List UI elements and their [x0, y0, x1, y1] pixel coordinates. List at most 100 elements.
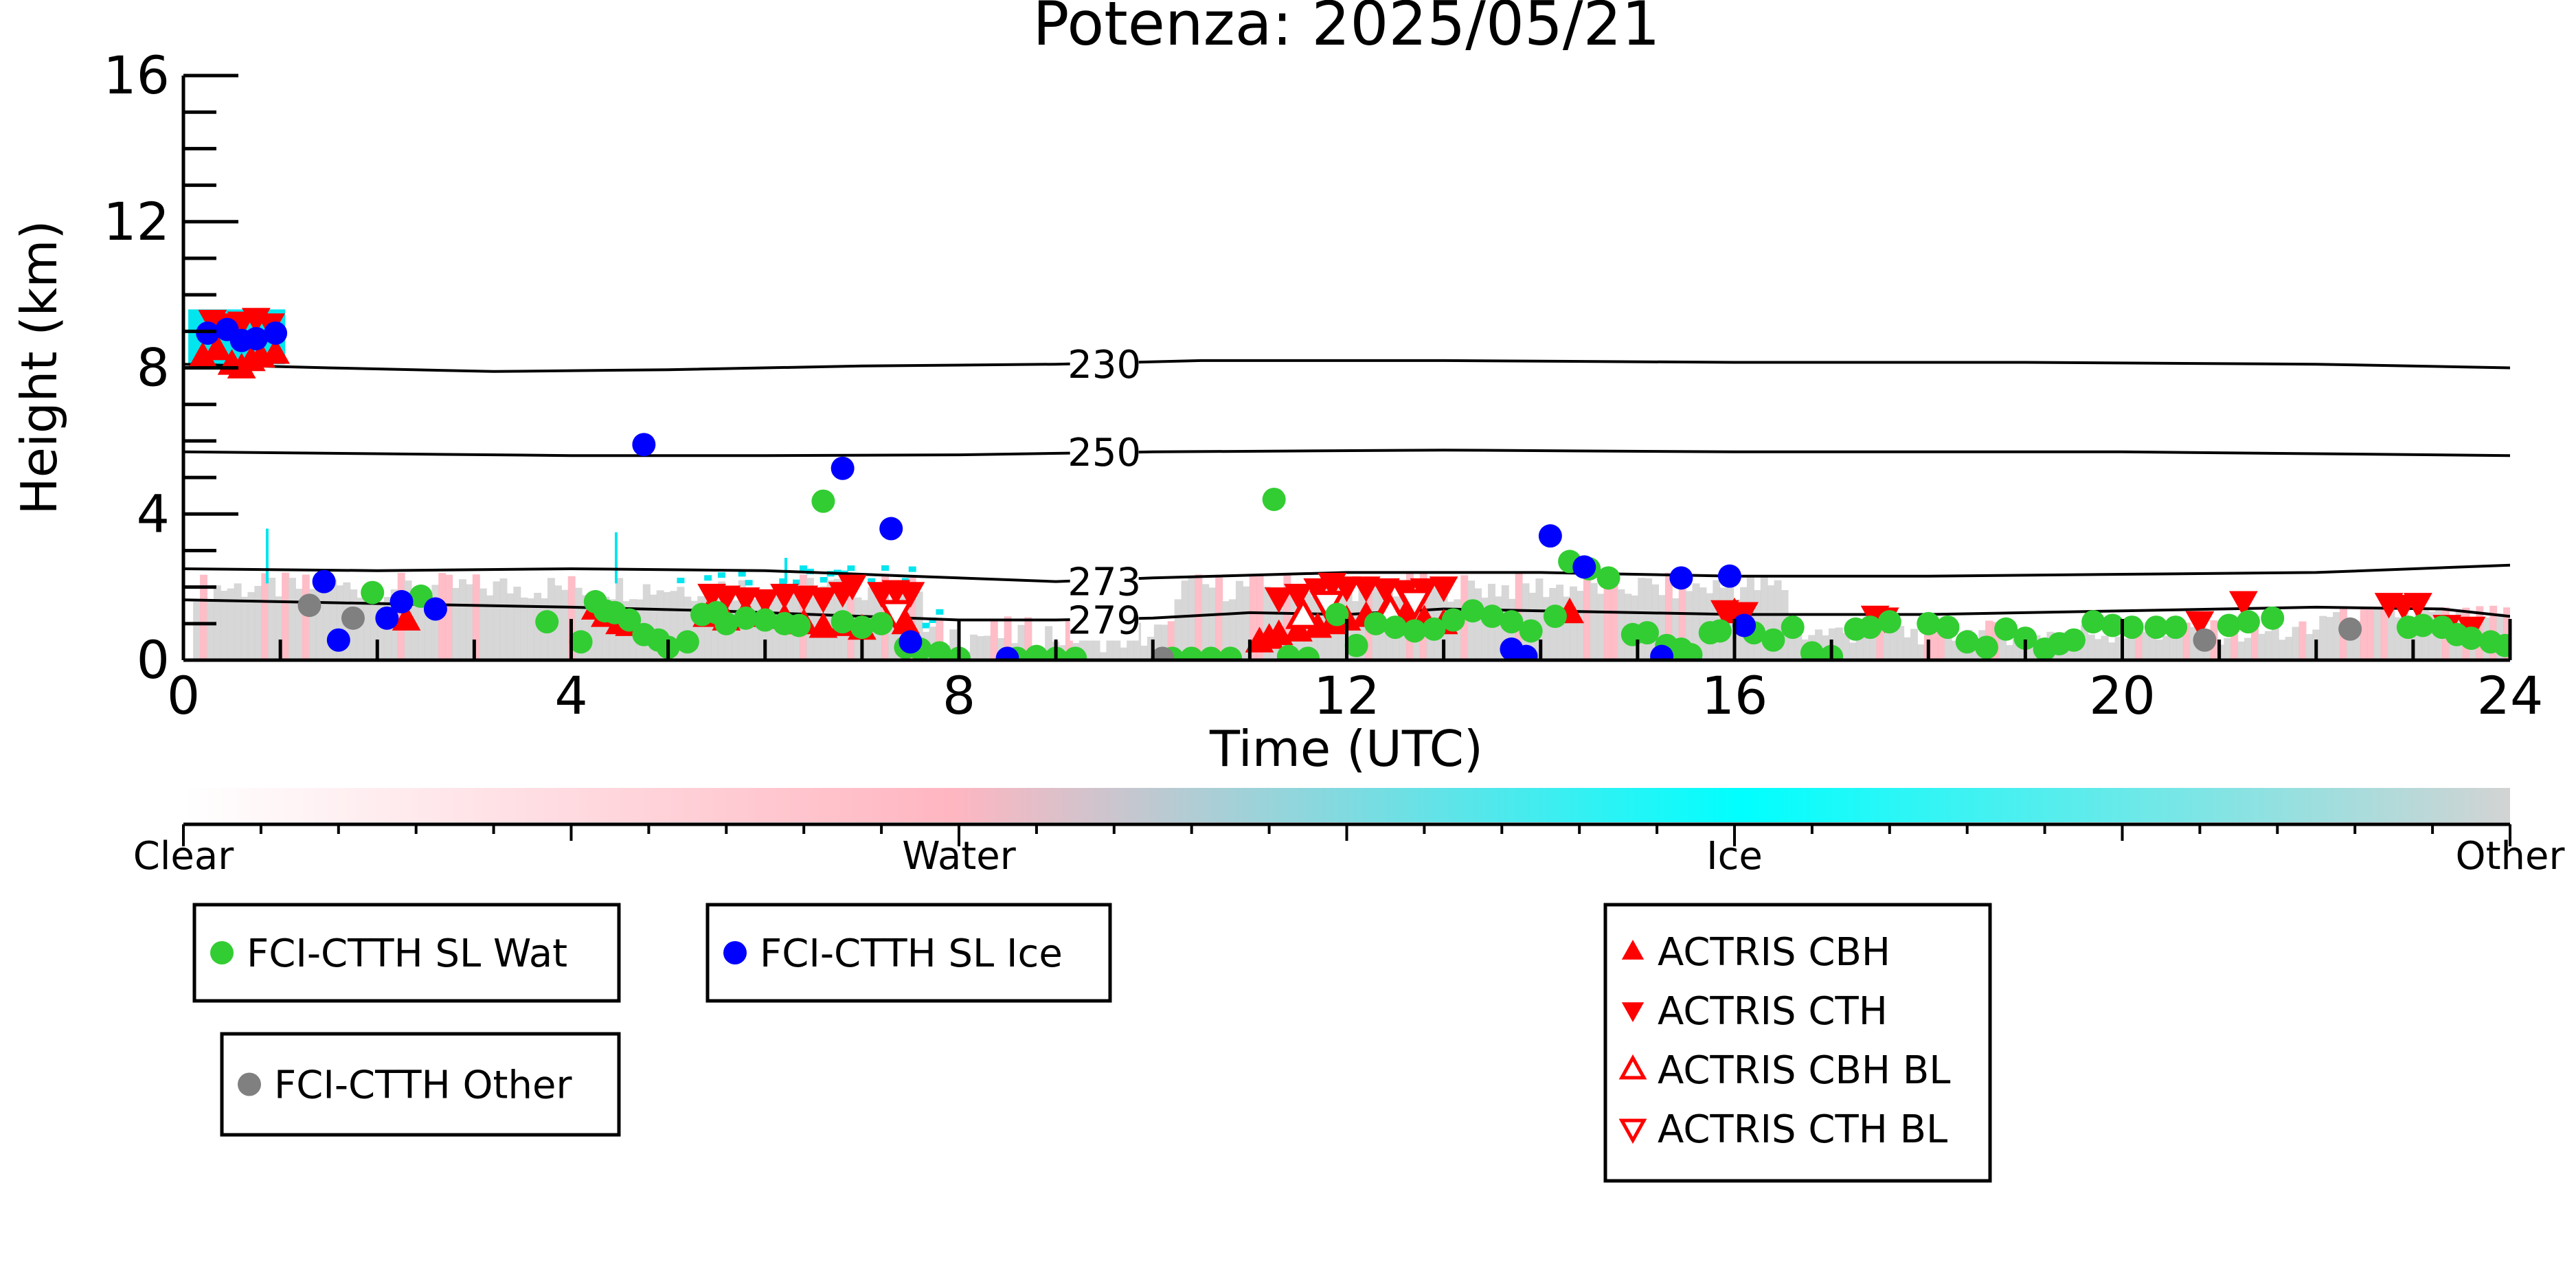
mask-column — [642, 584, 651, 660]
mask-column — [2128, 636, 2136, 660]
mask-column — [2346, 622, 2354, 660]
mask-column — [1351, 600, 1359, 660]
marker-point — [1179, 646, 1204, 660]
mask-column — [506, 593, 515, 660]
mask-column — [2278, 640, 2286, 660]
mask-column — [302, 574, 310, 660]
mask-column — [227, 588, 235, 660]
marker-point — [1710, 600, 1739, 626]
mask-column — [1127, 623, 1135, 660]
mask-column — [234, 583, 242, 660]
mask-column — [1120, 647, 1128, 660]
marker-point — [1422, 617, 1446, 641]
marker-point — [1383, 615, 1408, 640]
marker-point — [1936, 615, 1960, 640]
mask-column — [936, 618, 944, 660]
mask-column — [656, 590, 664, 660]
mask-column — [1930, 620, 1939, 660]
mask-column — [425, 596, 433, 660]
mask-column — [2162, 635, 2171, 660]
marker-point — [1572, 555, 1596, 579]
mask-column — [206, 600, 214, 660]
mask-column — [2305, 634, 2314, 660]
marker-point — [750, 589, 780, 615]
legend-label: FCI-CTTH Other — [274, 1063, 572, 1108]
legend-label: ACTRIS CBH BL — [1658, 1048, 1950, 1093]
marker-point — [1974, 635, 1998, 659]
mask-column — [2012, 639, 2020, 660]
mask-column — [970, 634, 978, 660]
marker-point — [1024, 644, 1048, 660]
marker-point — [1877, 610, 1901, 634]
mask-column — [329, 579, 337, 660]
contour-line — [183, 359, 2510, 373]
colorbar-label: Other — [2455, 834, 2565, 879]
marker-point — [2404, 593, 2432, 619]
marker-point — [734, 606, 758, 630]
mask-column — [2087, 634, 2095, 660]
ice-fleck — [936, 609, 944, 615]
marker-point — [632, 433, 656, 457]
marker-point — [2164, 615, 2188, 640]
y-tick-label: 16 — [103, 45, 170, 106]
marker-point — [203, 334, 232, 361]
ice-fleck — [677, 578, 685, 584]
mask-column — [595, 596, 603, 660]
ice-fleck — [793, 579, 801, 585]
contour-line — [183, 449, 2510, 457]
mask-column — [1188, 577, 1196, 660]
mask-column — [1658, 595, 1666, 660]
marker-point — [1285, 597, 1322, 629]
mask-column — [826, 580, 835, 660]
mask-column — [2156, 640, 2164, 660]
marker-point — [811, 489, 835, 513]
mask-column — [1269, 594, 1278, 660]
mask-column — [561, 589, 569, 660]
mask-column — [465, 584, 473, 660]
mask-column — [602, 596, 610, 660]
marker-point — [1679, 643, 1703, 660]
mask-column — [1645, 578, 1653, 660]
marker-point — [2120, 615, 2144, 640]
mask-column — [1685, 591, 1693, 660]
colorbar-labels: Clear Water Ice Other — [133, 834, 2566, 879]
y-axis-label: Height (km) — [10, 221, 68, 515]
mask-column — [1099, 652, 1107, 660]
mask-column — [1542, 597, 1550, 660]
mask-column — [888, 599, 896, 660]
ice-fleck — [745, 580, 753, 586]
marker-point — [1284, 583, 1313, 610]
ice-fleck — [908, 566, 916, 572]
mask-column — [2108, 642, 2116, 660]
mask-column — [1638, 578, 1646, 660]
colorbar: Clear Water Ice Other — [133, 788, 2566, 879]
y-tick-label: 4 — [137, 483, 170, 544]
mask-column — [1017, 624, 1026, 660]
mask-column — [1535, 578, 1544, 660]
marker-point — [2101, 613, 2125, 637]
mask-column — [308, 589, 317, 660]
marker-point — [1219, 646, 1243, 660]
mask-column — [2428, 611, 2436, 660]
mask-column — [1855, 636, 1864, 660]
mask-column — [376, 601, 385, 660]
marker-point — [927, 641, 951, 660]
mask-column — [2503, 607, 2510, 660]
mask-column — [915, 591, 923, 660]
mask-column — [683, 596, 692, 660]
mask-column — [2271, 627, 2279, 660]
marker-point — [1669, 566, 1693, 590]
mask-column — [247, 591, 256, 660]
marker-point — [789, 585, 819, 611]
marker-point — [1296, 646, 1320, 660]
mask-column — [1774, 580, 1782, 660]
chart-title: Potenza: 2025/05/21 — [1032, 0, 1660, 59]
x-tick-label: 24 — [2477, 665, 2544, 726]
mask-column — [2114, 636, 2123, 660]
ice-fleck — [820, 577, 828, 583]
marker-point — [2193, 628, 2217, 652]
marker-point — [326, 628, 350, 652]
mask-column — [1937, 623, 1945, 660]
mask-column — [1140, 645, 1148, 660]
legend-label: ACTRIS CTH — [1658, 989, 1888, 1034]
